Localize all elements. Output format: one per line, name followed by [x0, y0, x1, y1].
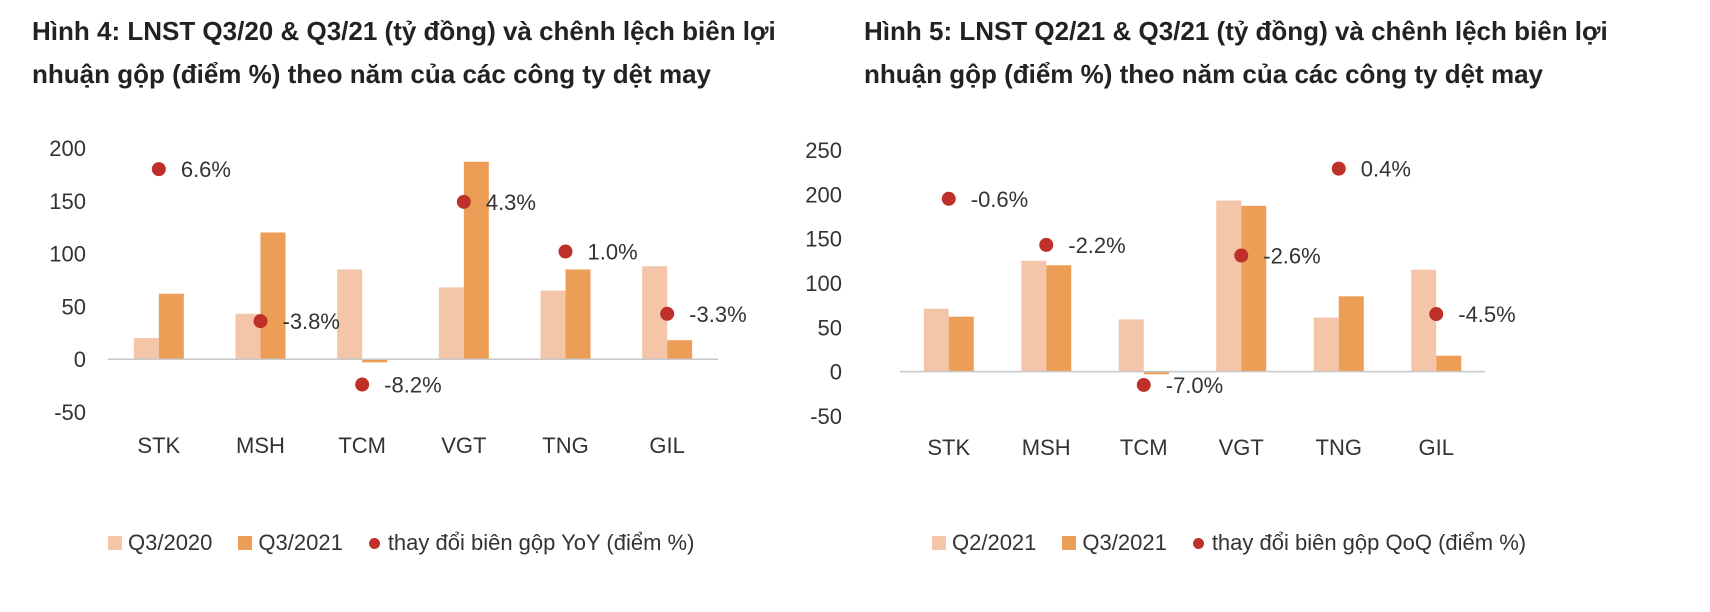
chart-title: Hình 5: LNST Q2/21 & Q3/21 (tỷ đồng) và …	[864, 16, 1608, 89]
y-tick-label: -50	[54, 400, 86, 425]
legend-item-series-2: Q3/2021	[1062, 530, 1167, 556]
x-tick-label: STK	[927, 435, 970, 460]
legend-swatch-light	[932, 536, 946, 550]
x-tick-label: MSH	[1022, 435, 1071, 460]
x-tick-label: TCM	[338, 433, 386, 458]
legend-item-markers: thay đổi biên gộp QoQ (điểm %)	[1192, 530, 1527, 556]
legend-dot-marker	[368, 537, 380, 549]
legend-item-series-2: Q3/2021	[238, 530, 343, 556]
legend-label: thay đổi biên gộp QoQ (điểm %)	[1211, 530, 1527, 555]
legend-label: Q3/2020	[128, 530, 213, 555]
data-label-vgt: 4.3%	[486, 190, 536, 215]
bar-msh-series-2	[260, 232, 286, 360]
bar-stk-series-2	[948, 316, 974, 372]
bar-vgt-series-1	[438, 287, 464, 360]
data-label-stk: 6.6%	[181, 157, 231, 182]
marker-gil	[1429, 307, 1444, 322]
bar-stk-series-2	[158, 293, 184, 360]
bar-tcm-series-1	[337, 269, 363, 360]
chart-panel-hinh-4: Hình 4: LNST Q3/20 & Q3/21 (tỷ đồng) và …	[0, 0, 840, 612]
chart-title: Hình 4: LNST Q3/20 & Q3/21 (tỷ đồng) và …	[32, 16, 776, 89]
legend-swatch-light	[108, 536, 122, 550]
data-label-tng: 1.0%	[588, 239, 638, 264]
marker-vgt	[456, 194, 471, 209]
bar-tcm-series-2	[1143, 371, 1169, 375]
bar-gil-series-2	[1436, 355, 1462, 372]
marker-msh	[253, 314, 268, 329]
y-tick-label: 250	[805, 138, 842, 163]
data-label-vgt: -2.6%	[1263, 244, 1320, 269]
x-tick-label: GIL	[649, 433, 684, 458]
x-tick-label: VGT	[1219, 435, 1264, 460]
legend-label: Q3/2021	[1082, 530, 1167, 555]
y-tick-label: -50	[810, 404, 842, 429]
legend-label: thay đổi biên gộp YoY (điểm %)	[387, 530, 695, 555]
y-tick-label: 200	[49, 136, 86, 161]
chart-legend: Q2/2021 Q3/2021 thay đổi biên gộp QoQ (đ…	[932, 530, 1552, 556]
marker-gil	[660, 306, 675, 321]
x-tick-label: TNG	[542, 433, 588, 458]
data-label-msh: -3.8%	[283, 309, 340, 334]
x-tick-label: TNG	[1316, 435, 1362, 460]
bar-msh-series-1	[1021, 260, 1047, 372]
legend-label: Q2/2021	[952, 530, 1037, 555]
y-tick-label: 0	[830, 360, 842, 385]
y-tick-label: 200	[805, 182, 842, 207]
bar-gil-series-2	[667, 340, 693, 360]
bar-tcm-series-2	[362, 359, 388, 363]
bar-tng-series-2	[1338, 296, 1364, 372]
x-tick-label: GIL	[1419, 435, 1454, 460]
y-tick-label: 100	[49, 242, 86, 267]
chart-plot-area: 200 150 100 50 0 -50 STK MSH TCM VGT TNG GIL 6.6% -3.…	[49, 136, 746, 458]
x-tick-label: VGT	[441, 433, 486, 458]
legend-swatch-dark	[238, 536, 253, 550]
legend-label: Q3/2021	[258, 530, 343, 555]
data-label-tcm: -7.0%	[1166, 373, 1223, 398]
data-label-tng: 0.4%	[1361, 157, 1411, 182]
data-label-msh: -2.2%	[1068, 233, 1125, 258]
marker-tng	[1331, 161, 1346, 176]
marker-stk	[941, 191, 956, 206]
bar-tng-series-1	[1313, 317, 1339, 372]
marker-tcm	[1136, 377, 1151, 392]
x-tick-label: MSH	[236, 433, 285, 458]
legend-swatch-dark	[1062, 536, 1077, 550]
data-label-tcm: -8.2%	[384, 373, 441, 398]
marker-msh	[1039, 237, 1054, 252]
x-tick-label: STK	[137, 433, 180, 458]
y-tick-label: 150	[49, 189, 86, 214]
x-tick-label: TCM	[1120, 435, 1168, 460]
bar-stk-series-1	[923, 308, 949, 372]
data-label-stk: -0.6%	[971, 187, 1028, 212]
chart-plot-area: 250 200 150 100 50 0 -50 STK MSH TCM VGT TNG GIL -0.6…	[805, 138, 1515, 460]
y-tick-label: 100	[805, 271, 842, 296]
y-tick-label: 0	[74, 347, 86, 372]
marker-tcm	[355, 377, 370, 392]
bar-tng-series-1	[540, 290, 566, 360]
data-label-gil: -4.5%	[1458, 302, 1515, 327]
y-tick-label: 150	[805, 227, 842, 252]
legend-item-series-1: Q3/2020	[108, 530, 212, 556]
chart-legend: Q3/2020 Q3/2021 thay đổi biên gộp YoY (đ…	[108, 530, 720, 556]
legend-dot-marker	[1192, 537, 1204, 549]
bar-vgt-series-2	[463, 161, 489, 360]
bar-vgt-series-2	[1241, 205, 1267, 372]
chart-panel-hinh-5: Hình 5: LNST Q2/21 & Q3/21 (tỷ đồng) và …	[805, 0, 1700, 612]
data-label-gil: -3.3%	[689, 302, 746, 327]
legend-item-markers: thay đổi biên gộp YoY (điểm %)	[368, 530, 695, 556]
bar-gil-series-1	[1411, 269, 1437, 372]
bar-tng-series-2	[565, 269, 591, 360]
y-tick-label: 50	[818, 315, 842, 340]
marker-stk	[151, 162, 166, 177]
y-tick-label: 50	[62, 294, 86, 319]
bar-vgt-series-1	[1216, 200, 1242, 372]
bar-msh-series-2	[1046, 265, 1072, 372]
legend-item-series-1: Q2/2021	[932, 530, 1036, 556]
marker-tng	[558, 244, 573, 259]
marker-vgt	[1234, 248, 1249, 263]
bar-stk-series-1	[133, 338, 159, 360]
bar-tcm-series-1	[1118, 319, 1144, 372]
